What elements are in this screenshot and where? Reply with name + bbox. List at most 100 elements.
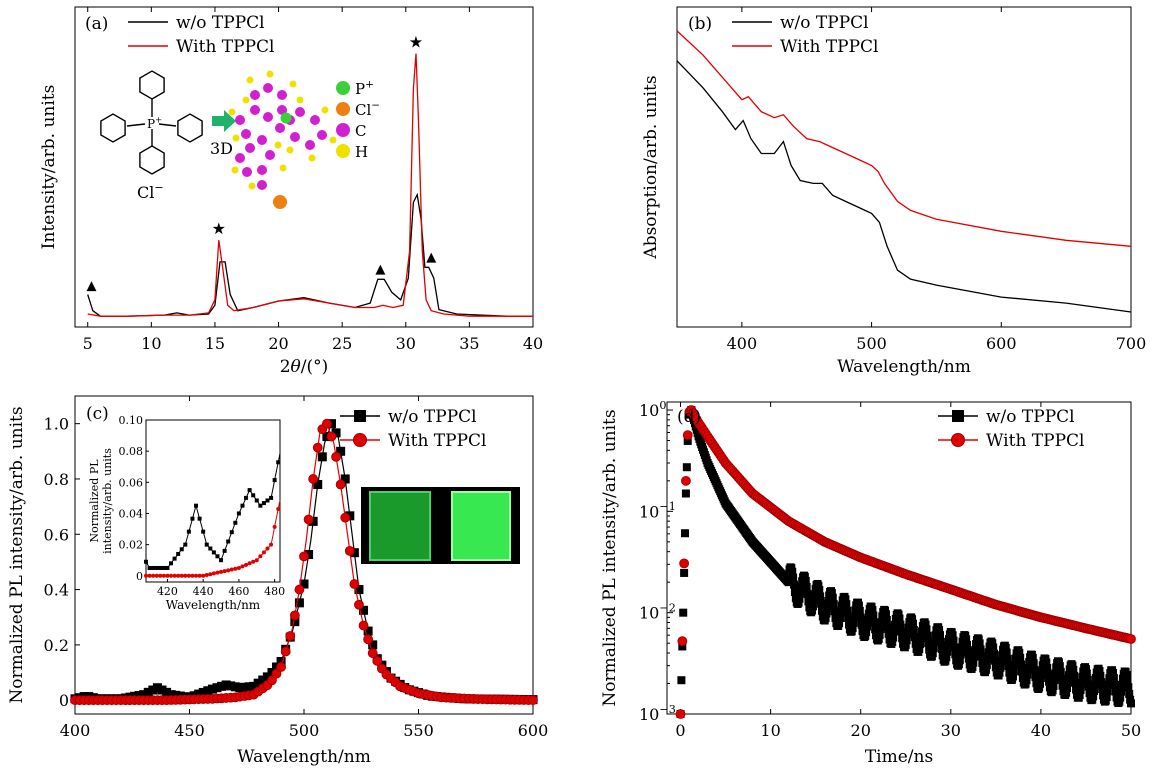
c-inset-series-marker-0 bbox=[176, 551, 181, 556]
d-series-marker-0 bbox=[796, 589, 805, 598]
a-peak-star-marker: ★ bbox=[409, 32, 423, 51]
d-series-marker-0 bbox=[1009, 667, 1018, 676]
c-inset-x-axis-label: Wavelength/nm bbox=[166, 598, 261, 612]
c-inset-series-marker-0 bbox=[172, 556, 177, 561]
a-x-axis-label: 2θ/(°) bbox=[280, 357, 329, 377]
c-inset-series-marker-1 bbox=[183, 573, 188, 578]
d-series-marker-0 bbox=[890, 620, 899, 629]
d-series-marker-0 bbox=[1117, 681, 1126, 690]
d-series-marker-0 bbox=[809, 596, 818, 605]
d-series-marker-0 bbox=[814, 581, 823, 590]
d-series-marker-0 bbox=[1108, 669, 1117, 678]
d-series-marker-0 bbox=[857, 620, 866, 629]
c-series-marker-0 bbox=[207, 684, 217, 694]
c-legend-marker bbox=[354, 410, 366, 422]
c-inset-series-marker-1 bbox=[269, 542, 274, 547]
a-xtick-label: 5 bbox=[83, 334, 93, 353]
c-inset-series-marker-1 bbox=[261, 550, 266, 555]
d-series-marker-0 bbox=[908, 615, 917, 624]
d-series-marker-0 bbox=[944, 641, 953, 650]
c-inset-series-marker-0 bbox=[272, 478, 277, 483]
d-series-marker-0 bbox=[1004, 662, 1013, 671]
d-series-marker-0 bbox=[917, 627, 926, 636]
c-inset-series-marker-0 bbox=[251, 493, 256, 498]
d-series-marker-1 bbox=[682, 430, 693, 441]
b-xtick-label: 500 bbox=[856, 334, 887, 353]
c-inset-series-marker-1 bbox=[165, 573, 170, 578]
d-series-marker-0 bbox=[1090, 687, 1099, 696]
a-peak-star-marker: ★ bbox=[212, 219, 226, 238]
d-series-marker-0 bbox=[801, 576, 810, 585]
d-legend-label: w/o TPPCl bbox=[986, 407, 1075, 427]
c-inset-series-marker-0 bbox=[183, 542, 188, 547]
d-series-marker-0 bbox=[1125, 689, 1134, 698]
d-series-marker-0 bbox=[810, 590, 819, 599]
c-inset-series-marker-1 bbox=[229, 567, 234, 572]
d-series-marker-0 bbox=[682, 463, 691, 472]
d-series-marker-0 bbox=[889, 633, 898, 642]
d-series-marker-0 bbox=[876, 624, 885, 633]
d-xtick-label: 40 bbox=[1031, 721, 1051, 740]
d-series-marker-0 bbox=[963, 640, 972, 649]
c-inset-series-marker-1 bbox=[236, 565, 241, 570]
a-plot-frame bbox=[74, 6, 534, 328]
c-inset-series-marker-1 bbox=[190, 573, 195, 578]
b-legend-label: With TPPCl bbox=[780, 37, 878, 57]
c-inset-series-marker-0 bbox=[165, 565, 170, 570]
d-series-marker-0 bbox=[1096, 671, 1105, 680]
c-series-marker-1 bbox=[280, 646, 291, 657]
c-inset-series-marker-1 bbox=[226, 568, 231, 573]
d-series-marker-0 bbox=[982, 661, 991, 670]
c-inset-ytick-label: 0.10 bbox=[119, 414, 144, 427]
d-series-marker-0 bbox=[964, 654, 973, 663]
c-ytick-label: 1.0 bbox=[44, 415, 69, 434]
c-inset: 420 440 460 480 0 0.02 0.04 0.06 0.08 0.10 Wavelen… bbox=[88, 414, 285, 612]
c-inset-series-marker-1 bbox=[169, 573, 174, 578]
c-series-marker-0 bbox=[212, 683, 222, 693]
c-inset-series-marker-0 bbox=[269, 495, 274, 500]
d-series-marker-0 bbox=[921, 620, 930, 629]
d-series-marker-0 bbox=[1036, 679, 1045, 688]
c-series-marker-1 bbox=[367, 648, 378, 659]
c-series-marker-1 bbox=[340, 512, 351, 523]
d-plot-frame bbox=[666, 401, 1132, 715]
d-series-marker-0 bbox=[1044, 670, 1053, 679]
d-xtick-label: 10 bbox=[760, 721, 780, 740]
a-chlorine-atom bbox=[273, 195, 287, 209]
c-inset-xtick-label: 460 bbox=[228, 585, 249, 598]
a-key-label: Cl− bbox=[355, 99, 380, 119]
a-hydrogen-atom bbox=[232, 134, 240, 142]
b-y-axis-label: Absorption/arb. units bbox=[641, 75, 661, 259]
d-series-marker-0 bbox=[1064, 671, 1073, 680]
d-series-marker-0 bbox=[829, 600, 838, 609]
d-series-marker-0 bbox=[1077, 679, 1086, 688]
d-series-marker-0 bbox=[995, 668, 1004, 677]
c-inset-series-marker-1 bbox=[258, 554, 263, 559]
d-series-marker-0 bbox=[1045, 677, 1054, 686]
a-series-line-1 bbox=[87, 53, 533, 317]
c-series-marker-1 bbox=[363, 634, 374, 645]
d-series-marker-0 bbox=[911, 639, 920, 648]
d-ytick-label: 10−2 bbox=[639, 601, 676, 622]
a-arrow-icon bbox=[212, 110, 236, 132]
a-carbon-atom bbox=[277, 105, 287, 115]
a-y-axis-label: Intensity/arb. units bbox=[39, 85, 59, 250]
c-series-marker-0 bbox=[340, 474, 350, 484]
d-series-marker-0 bbox=[835, 619, 844, 628]
d-series-marker-0 bbox=[795, 594, 804, 603]
c-xtick-label: 500 bbox=[289, 721, 320, 740]
c-series-marker-0 bbox=[359, 605, 369, 615]
a-phenyl-ring bbox=[139, 70, 165, 100]
c-inset-series-marker-1 bbox=[154, 573, 159, 578]
d-series-marker-0 bbox=[1068, 661, 1077, 670]
c-series-marker-0 bbox=[349, 548, 359, 558]
c-y-axis-label: Normalized PL intensity/arb. units bbox=[7, 406, 27, 703]
c-series-marker-0 bbox=[166, 690, 176, 700]
d-xtick-label: 0 bbox=[675, 721, 685, 740]
c-inset-series-marker-0 bbox=[186, 529, 191, 534]
d-series-marker-0 bbox=[841, 595, 850, 604]
c-inset-series-marker-0 bbox=[201, 529, 206, 534]
c-inset-series-marker-1 bbox=[211, 571, 216, 576]
b-xtick-label: 400 bbox=[727, 334, 758, 353]
a-carbon-atom bbox=[277, 90, 287, 100]
